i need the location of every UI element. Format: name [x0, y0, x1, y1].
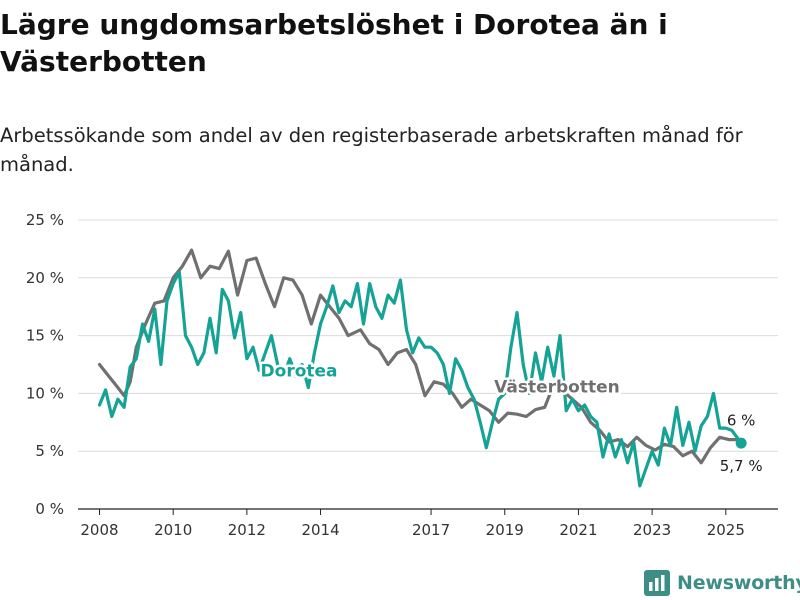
y-tick-label: 5 %: [35, 442, 64, 460]
x-tick-label: 2025: [707, 521, 745, 539]
series-line-dorotea: [97, 270, 743, 488]
x-tick-label: 2023: [633, 521, 671, 539]
y-tick-label: 0 %: [35, 500, 64, 518]
axes: 0 % 5 % 10 % 15 % 20 % 25 % 2008 2010 2012 2014 20…: [26, 211, 745, 539]
y-tick-label: 15 %: [26, 327, 64, 345]
chart-subtitle: Arbetssökande som andel av den registerb…: [0, 124, 743, 176]
series-label-dorotea: Dorotea: [261, 361, 338, 381]
bar-chart-logo-icon: [644, 570, 670, 596]
data-label-end-dorotea: 5,7 %: [720, 457, 763, 475]
newsworthy-logo: Newsworthy: [644, 568, 800, 598]
y-tick-label: 25 %: [26, 211, 64, 229]
x-tick-label: 2019: [486, 521, 524, 539]
series-end-dot-dorotea: [735, 437, 747, 449]
data-label-end-v-sterbotten: 6 %: [727, 412, 756, 430]
y-tick-label: 10 %: [26, 384, 64, 402]
x-tick-label: 2021: [559, 521, 597, 539]
chart-title: Lägre ungdomsarbetslöshet i Dorotea än i…: [0, 8, 668, 78]
x-tick-label: 2008: [80, 521, 118, 539]
y-tick-label: 20 %: [26, 269, 64, 287]
x-tick-label: 2010: [154, 521, 192, 539]
x-tick-label: 2014: [301, 521, 339, 539]
series-label-v-sterbotten: Västerbotten: [494, 377, 620, 397]
series-lines: [97, 248, 747, 488]
x-tick-label: 2012: [228, 521, 266, 539]
x-tick-label: 2017: [412, 521, 450, 539]
series-line-v-sterbotten: [97, 248, 743, 465]
brand-name: Newsworthy: [677, 572, 800, 594]
series-labels: Västerbotten 6 % Dorotea 5,7 %: [258, 359, 765, 477]
